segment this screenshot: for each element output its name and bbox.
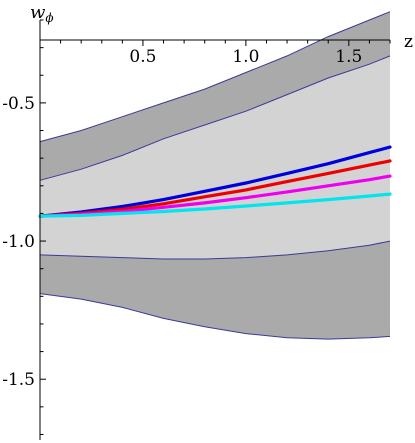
y-tick-label: -0.5 bbox=[2, 94, 35, 114]
axes: 0.5 1.0 1.5 -0.5 -1.0 -1.5 bbox=[2, 19, 391, 440]
y-tick-label: -1.0 bbox=[2, 232, 35, 252]
band-inner-upper-edge bbox=[39, 55, 391, 181]
x-tick-label: 1.0 bbox=[232, 47, 259, 67]
series-line-1 bbox=[38, 145, 392, 218]
series-lines bbox=[38, 145, 392, 218]
y-ticks bbox=[40, 19, 46, 435]
band-inner-lower-edge bbox=[39, 240, 391, 260]
x-tick-labels: 0.5 1.0 1.5 bbox=[129, 47, 362, 67]
x-tick-label: 0.5 bbox=[129, 47, 156, 67]
x-ticks bbox=[60, 40, 391, 46]
band-outer-upper-edge bbox=[39, 11, 391, 143]
x-axis-title: z bbox=[404, 32, 413, 52]
y-tick-labels: -0.5 -1.0 -1.5 bbox=[2, 94, 35, 390]
band-outer-lower-edge bbox=[39, 293, 391, 340]
y-tick-label: -1.5 bbox=[2, 370, 35, 390]
series-line-4 bbox=[38, 192, 392, 218]
y-axis-title: wϕ bbox=[30, 2, 54, 25]
x-tick-label: 1.5 bbox=[335, 47, 362, 67]
